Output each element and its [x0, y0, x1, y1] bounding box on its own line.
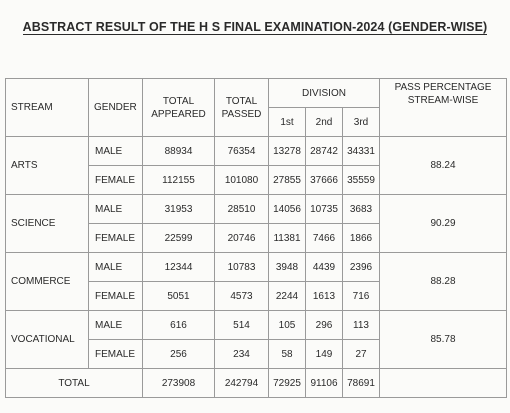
appeared-cell: 31953: [142, 194, 215, 224]
div2-cell: 4439: [305, 252, 343, 282]
page-title: ABSTRACT RESULT OF THE H S FINAL EXAMINA…: [22, 20, 488, 35]
div2-cell: 37666: [305, 165, 343, 195]
header-row: STREAM GENDER TOTAL APPEARED TOTAL PASSE…: [5, 78, 507, 137]
div1-cell: 13278: [268, 136, 306, 166]
appeared-cell: 12344: [142, 252, 215, 282]
pass-percentage-cell: 88.24: [379, 136, 507, 195]
appeared-cell: 616: [142, 310, 215, 340]
header-pass-percentage: PASS PERCENTAGE STREAM-WISE: [379, 78, 507, 137]
gender-cell: MALE: [88, 310, 143, 340]
gender-cell: FEMALE: [88, 165, 143, 195]
div3-cell: 3683: [342, 194, 380, 224]
appeared-cell: 22599: [142, 223, 215, 253]
result-table: STREAM GENDER TOTAL APPEARED TOTAL PASSE…: [5, 78, 507, 398]
total-div2-cell: 91106: [305, 368, 343, 398]
table-row: FEMALE 256 234 58 149 27: [6, 339, 507, 369]
passed-cell: 28510: [214, 194, 269, 224]
div1-cell: 2244: [268, 281, 306, 311]
div1-cell: 58: [268, 339, 306, 369]
header-div-3rd: 3rd: [342, 107, 380, 137]
appeared-cell: 88934: [142, 136, 215, 166]
div3-cell: 27: [342, 339, 380, 369]
passed-cell: 10783: [214, 252, 269, 282]
header-div-2nd: 2nd: [305, 107, 343, 137]
div2-cell: 296: [305, 310, 343, 340]
header-total-passed: TOTAL PASSED: [214, 78, 269, 137]
table-row: FEMALE 112155 101080 27855 37666 35559: [6, 165, 507, 195]
div3-cell: 2396: [342, 252, 380, 282]
div1-cell: 11381: [268, 223, 306, 253]
table-row: FEMALE 5051 4573 2244 1613 716: [6, 281, 507, 311]
header-division: DIVISION: [268, 78, 380, 108]
table-row: COMMERCE MALE 12344 10783 3948 4439 2396…: [5, 252, 507, 311]
table-row: ARTS MALE 88934 76354 13278 28742 34331 …: [5, 136, 507, 195]
div1-cell: 14056: [268, 194, 306, 224]
div3-cell: 716: [342, 281, 380, 311]
stream-cell: SCIENCE: [5, 194, 89, 253]
stream-cell: ARTS: [5, 136, 89, 195]
div1-cell: 27855: [268, 165, 306, 195]
header-gender: GENDER: [88, 78, 143, 137]
appeared-cell: 256: [142, 339, 215, 369]
div3-cell: 1866: [342, 223, 380, 253]
passed-cell: 234: [214, 339, 269, 369]
div1-cell: 3948: [268, 252, 306, 282]
div1-cell: 105: [268, 310, 306, 340]
appeared-cell: 112155: [142, 165, 215, 195]
header-total-appeared: TOTAL APPEARED: [142, 78, 215, 137]
passed-cell: 514: [214, 310, 269, 340]
total-div1-cell: 72925: [268, 368, 306, 398]
total-row: TOTAL 273908 242794 72925 91106 78691: [5, 368, 507, 398]
pass-percentage-cell: 90.29: [379, 194, 507, 253]
div2-cell: 149: [305, 339, 343, 369]
div2-cell: 1613: [305, 281, 343, 311]
gender-cell: MALE: [88, 136, 143, 166]
gender-cell: FEMALE: [88, 281, 143, 311]
passed-cell: 4573: [214, 281, 269, 311]
table-row: FEMALE 22599 20746 11381 7466 1866: [6, 223, 507, 253]
gender-cell: MALE: [88, 252, 143, 282]
passed-cell: 20746: [214, 223, 269, 253]
div3-cell: 34331: [342, 136, 380, 166]
total-label: TOTAL: [5, 368, 143, 398]
div3-cell: 35559: [342, 165, 380, 195]
passed-cell: 101080: [214, 165, 269, 195]
total-pass-percentage-cell: [379, 368, 507, 398]
table-row: VOCATIONAL MALE 616 514 105 296 113 85.7…: [5, 310, 507, 369]
pass-percentage-cell: 85.78: [379, 310, 507, 369]
total-div3-cell: 78691: [342, 368, 380, 398]
appeared-cell: 5051: [142, 281, 215, 311]
passed-cell: 76354: [214, 136, 269, 166]
div2-cell: 28742: [305, 136, 343, 166]
gender-cell: FEMALE: [88, 339, 143, 369]
table-row: SCIENCE MALE 31953 28510 14056 10735 368…: [5, 194, 507, 253]
gender-cell: FEMALE: [88, 223, 143, 253]
header-div-1st: 1st: [268, 107, 306, 137]
pass-percentage-cell: 88.28: [379, 252, 507, 311]
stream-cell: VOCATIONAL: [5, 310, 89, 369]
total-passed-cell: 242794: [214, 368, 269, 398]
header-stream: STREAM: [5, 78, 89, 137]
div3-cell: 113: [342, 310, 380, 340]
stream-cell: COMMERCE: [5, 252, 89, 311]
div2-cell: 10735: [305, 194, 343, 224]
div2-cell: 7466: [305, 223, 343, 253]
gender-cell: MALE: [88, 194, 143, 224]
total-appeared-cell: 273908: [142, 368, 215, 398]
